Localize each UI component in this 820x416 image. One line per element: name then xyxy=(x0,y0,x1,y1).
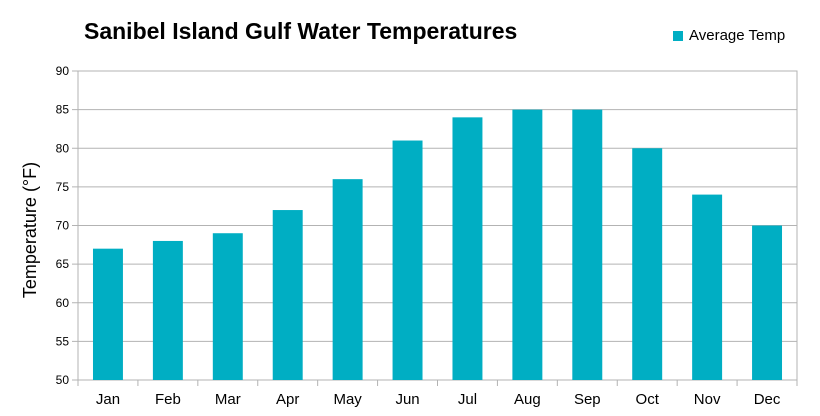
x-tick-label: Dec xyxy=(754,391,781,408)
bar-may xyxy=(332,179,363,380)
bar-jun xyxy=(392,140,423,380)
x-tick-label: Aug xyxy=(514,391,541,408)
x-tick-label: Apr xyxy=(276,391,299,408)
bar-aug xyxy=(512,109,543,380)
y-tick-label: 85 xyxy=(56,103,70,117)
y-tick-label: 60 xyxy=(56,296,70,310)
label-layer: 50 55 60 65 70 75 80 85 90 Jan Feb Mar Apr May Jun Jul A… xyxy=(56,64,781,408)
bar-jan xyxy=(92,248,123,380)
bar-feb xyxy=(152,240,183,380)
y-tick-label: 50 xyxy=(56,373,70,387)
chart-legend: Average Temp xyxy=(673,27,785,44)
x-tick-label: Oct xyxy=(636,391,660,408)
axis-layer xyxy=(72,70,798,386)
bar-nov xyxy=(692,194,723,380)
x-tick-label: Sep xyxy=(574,391,601,408)
bar-dec xyxy=(752,225,783,380)
y-tick-label: 65 xyxy=(56,257,70,271)
x-tick-label: Mar xyxy=(215,391,241,408)
bar-layer xyxy=(92,109,783,380)
y-axis-title: Temperature (°F) xyxy=(20,162,40,298)
grid-layer xyxy=(77,70,798,381)
x-tick-label: May xyxy=(333,391,362,408)
y-tick-label: 80 xyxy=(56,141,70,155)
x-tick-label: Jun xyxy=(395,391,419,408)
bar-oct xyxy=(632,148,663,380)
x-tick-label: Nov xyxy=(694,391,721,408)
bar-mar xyxy=(212,233,243,380)
chart-title: Sanibel Island Gulf Water Temperatures xyxy=(84,18,518,44)
bar-apr xyxy=(272,210,303,380)
bar-jul xyxy=(452,117,483,380)
y-tick-label: 55 xyxy=(56,334,70,348)
y-tick-label: 75 xyxy=(56,180,70,194)
x-tick-label: Jul xyxy=(458,391,477,408)
legend-swatch xyxy=(673,30,683,41)
bar-sep xyxy=(572,109,603,380)
x-tick-label: Feb xyxy=(155,391,181,408)
legend-label: Average Temp xyxy=(689,27,786,44)
y-tick-label: 70 xyxy=(56,219,70,233)
x-tick-label: Jan xyxy=(96,391,120,408)
y-tick-label: 90 xyxy=(56,64,70,78)
